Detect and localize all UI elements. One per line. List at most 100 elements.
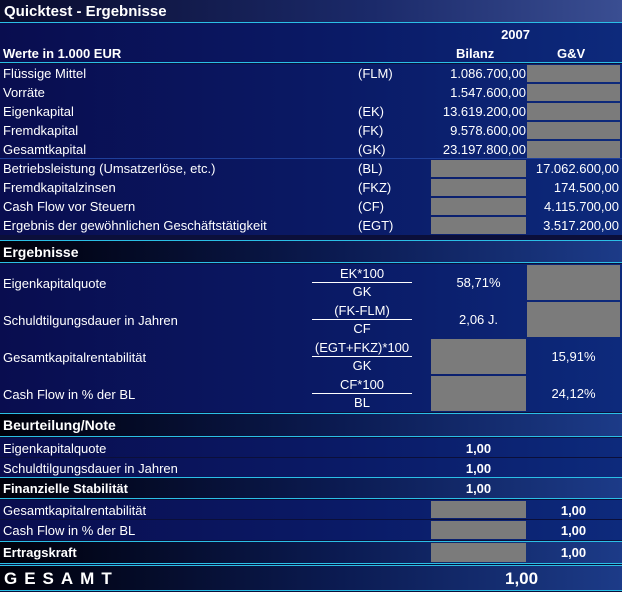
- guv-column-header: G&V: [557, 46, 586, 61]
- rating-row: Gesamtkapitalrentabilität 1,00: [0, 500, 622, 519]
- row-label: Gesamtkapitalrentabilität: [3, 350, 147, 365]
- summary-row: Finanzielle Stabilität 1,00: [0, 478, 622, 498]
- ergebnis-row: Schuldtilgungsdauer in Jahren (FK-FLM) CF 2…: [0, 301, 622, 338]
- total-row: GESAMT 1,00: [0, 566, 622, 590]
- row-label: Flüssige Mittel: [3, 66, 87, 81]
- guv-empty-cell: [527, 141, 620, 158]
- row-label: Eigenkapital: [3, 104, 74, 119]
- row-label: Ergebnis der gewöhnlichen Geschäftstätig…: [3, 218, 267, 233]
- divider: [0, 158, 622, 159]
- row-abbreviation: (EGT): [358, 218, 394, 233]
- ergebnisse-header: Ergebnisse: [0, 241, 622, 262]
- bilanz-grade: 1,00: [465, 461, 492, 476]
- guv-grade: 1,00: [560, 523, 587, 538]
- summary-row: Ertragskraft 1,00: [0, 542, 622, 563]
- guv-empty-cell: [527, 84, 620, 101]
- beurteilung-header: Beurteilung/Note: [0, 414, 622, 436]
- formula-fraction: EK*100 GK: [312, 267, 412, 298]
- balance-row: Gesamtkapital (GK) 23.197.800,00: [0, 140, 622, 159]
- guv-empty-cell: [527, 65, 620, 82]
- bilanz-grade: 1,00: [465, 441, 492, 456]
- guv-grade: 1,00: [560, 503, 587, 518]
- formula-numerator: EK*100: [339, 266, 385, 281]
- guv-value: 24,12%: [551, 386, 596, 401]
- bilanz-column-header: Bilanz: [456, 46, 495, 61]
- formula-numerator: (EGT+FKZ)*100: [314, 340, 410, 355]
- row-label: Eigenkapitalquote: [3, 276, 107, 291]
- fraction-line: [312, 282, 412, 283]
- rating-row: Schuldtilgungsdauer in Jahren 1,00: [0, 458, 622, 477]
- row-label: Betriebsleistung (Umsatzerlöse, etc.): [3, 161, 216, 176]
- total-value: 1,00: [505, 569, 539, 588]
- ergebnis-row: Gesamtkapitalrentabilität (EGT+FKZ)*100 GK…: [0, 338, 622, 375]
- guv-grade: 1,00: [560, 545, 587, 560]
- sheet-title: Quicktest - Ergebnisse: [4, 3, 167, 20]
- formula-fraction: (FK-FLM) CF: [312, 304, 412, 335]
- guv-value: 4.115.700,00: [544, 199, 619, 214]
- row-abbreviation: (FK): [358, 123, 384, 138]
- row-label: Schuldtilgungsdauer in Jahren: [3, 461, 178, 476]
- divider: [0, 563, 622, 564]
- balance-row: Flüssige Mittel (FLM) 1.086.700,00: [0, 64, 622, 83]
- balance-row: Cash Flow vor Steuern (CF) 4.115.700,00: [0, 197, 622, 216]
- row-abbreviation: (CF): [358, 199, 384, 214]
- guv-value: 3.517.200,00: [543, 218, 619, 233]
- fraction-line: [312, 356, 412, 357]
- row-label: Gesamtkapitalrentabilität: [3, 503, 147, 518]
- row-label: Cash Flow in % der BL: [3, 387, 136, 402]
- rating-row: Cash Flow in % der BL 1,00: [0, 520, 622, 540]
- ergebnis-row: Eigenkapitalquote EK*100 GK 58,71%: [0, 264, 622, 301]
- ergebnisse-title: Ergebnisse: [3, 244, 79, 260]
- guv-value: 174.500,00: [553, 180, 619, 195]
- row-abbreviation: (FKZ): [358, 180, 392, 195]
- bilanz-empty-cell: [431, 217, 526, 234]
- fraction-line: [312, 319, 412, 320]
- row-abbreviation: (GK): [358, 142, 386, 157]
- row-label: Fremdkapital: [3, 123, 79, 138]
- values-unit-label: Werte in 1.000 EUR: [3, 46, 122, 61]
- guv-empty-cell: [527, 302, 620, 337]
- row-label: Ertragskraft: [3, 545, 77, 560]
- row-label: Cash Flow in % der BL: [3, 523, 136, 538]
- row-label: Gesamtkapital: [3, 142, 87, 157]
- balance-row: Vorräte 1.547.600,00: [0, 83, 622, 102]
- title-bar: Quicktest - Ergebnisse: [0, 0, 622, 22]
- bilanz-value: 9.578.600,00: [450, 123, 526, 138]
- balance-row: Fremdkapital (FK) 9.578.600,00: [0, 121, 622, 140]
- bilanz-grade: 1,00: [465, 481, 492, 496]
- column-header: 2007 Werte in 1.000 EUR Bilanz G&V: [0, 23, 622, 62]
- formula-denominator: GK: [352, 358, 372, 373]
- bilanz-value: 58,71%: [456, 275, 501, 290]
- bilanz-empty-cell: [431, 376, 526, 411]
- row-abbreviation: (FLM): [358, 66, 393, 81]
- bilanz-empty-cell: [431, 339, 526, 374]
- ergebnis-row: Cash Flow in % der BL CF*100 BL 24,12%: [0, 375, 622, 412]
- formula-denominator: BL: [354, 395, 370, 410]
- formula-numerator: CF*100: [339, 377, 385, 392]
- balance-row: Betriebsleistung (Umsatzerlöse, etc.) (BL…: [0, 159, 622, 178]
- guv-empty-cell: [527, 103, 620, 120]
- bilanz-value: 13.619.200,00: [442, 104, 526, 119]
- row-label: Fremdkapitalzinsen: [3, 180, 116, 195]
- row-label: Cash Flow vor Steuern: [3, 199, 136, 214]
- bilanz-empty-cell: [431, 521, 526, 539]
- bilanz-value: 2,06 J.: [458, 312, 499, 327]
- divider: [0, 477, 622, 478]
- formula-denominator: GK: [352, 284, 372, 299]
- bilanz-value: 23.197.800,00: [442, 142, 526, 157]
- divider: [0, 541, 622, 542]
- guv-value: 15,91%: [551, 349, 596, 364]
- balance-row: Ergebnis der gewöhnlichen Geschäftstätig…: [0, 216, 622, 235]
- bilanz-value: 1.547.600,00: [450, 85, 526, 100]
- total-label: GESAMT: [4, 569, 119, 588]
- balance-row: Fremdkapitalzinsen (FKZ) 174.500,00: [0, 178, 622, 197]
- guv-empty-cell: [527, 265, 620, 300]
- row-abbreviation: (BL): [358, 161, 383, 176]
- row-label: Finanzielle Stabilität: [3, 481, 128, 496]
- divider: [0, 498, 622, 499]
- balance-row: Eigenkapital (EK) 13.619.200,00: [0, 102, 622, 121]
- formula-fraction: CF*100 BL: [312, 378, 412, 409]
- bilanz-empty-cell: [431, 198, 526, 215]
- formula-denominator: CF: [353, 321, 371, 336]
